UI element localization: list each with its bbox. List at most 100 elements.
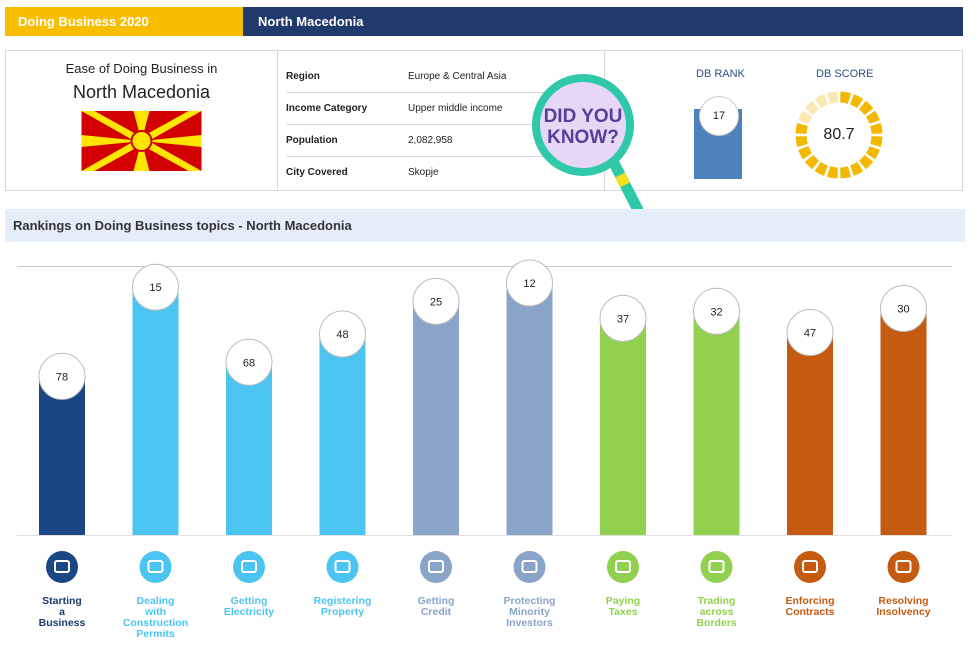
fact-value: Europe & Central Asia: [408, 71, 507, 82]
gauge-segment: [795, 135, 808, 147]
gauge-segment: [798, 145, 813, 160]
category-label: with: [144, 606, 166, 618]
bar-value-label: 32: [710, 306, 722, 318]
bar: [787, 332, 833, 535]
bar: [39, 376, 85, 535]
fact-row: Population 2,082,958: [286, 125, 591, 157]
bar-value-label: 78: [56, 371, 68, 383]
gauge-segment: [804, 154, 820, 170]
db-score-label: DB SCORE: [816, 68, 874, 80]
ease-title: Ease of Doing Business in: [65, 61, 218, 76]
gauge-segment: [858, 154, 874, 170]
bar: [600, 318, 646, 535]
category-label: Enforcing: [786, 595, 835, 607]
category-label: Property: [321, 606, 364, 618]
category-label: Trading: [698, 595, 736, 607]
icon-glyph: [54, 560, 70, 573]
gauge-segment: [865, 145, 880, 160]
category-label: Insolvency: [876, 606, 930, 618]
icon-glyph: [615, 560, 631, 573]
gauge-segment: [849, 94, 864, 109]
gauge-segment: [849, 161, 864, 176]
fact-label: Income Category: [286, 103, 368, 114]
top-bar: Doing Business 2020 North Macedonia: [5, 7, 963, 36]
category-label: Starting: [42, 595, 82, 607]
chart-baseline: [17, 535, 952, 536]
fact-label: City Covered: [286, 167, 348, 178]
category-label: Borders: [696, 617, 736, 629]
bar: [506, 282, 553, 535]
flag-icon: [81, 111, 202, 171]
gauge-segment: [795, 123, 808, 135]
money-icon: [607, 551, 639, 583]
gauge-segment: [798, 110, 813, 125]
did-you-label: DID YOU: [544, 106, 623, 127]
country-header: North Macedonia: [243, 7, 963, 36]
db-score-value: 80.7: [823, 126, 855, 143]
fact-label: Population: [286, 135, 338, 146]
category-label: Credit: [421, 606, 452, 618]
did-you-know-badge[interactable]: DID YOU KNOW?: [528, 70, 653, 220]
db-rank-label: DB RANK: [696, 68, 745, 80]
fact-value: 2,082,958: [408, 135, 453, 146]
category-label: a: [59, 606, 65, 618]
icon-glyph: [428, 560, 444, 573]
category-label: Business: [39, 617, 86, 629]
fact-value: Upper middle income: [408, 103, 503, 114]
bar-value-bubble: [225, 338, 273, 386]
bar-value-bubble: [319, 310, 366, 358]
fact-row: Income Category Upper middle income: [286, 93, 591, 125]
fact-row: Region Europe & Central Asia: [286, 61, 591, 93]
bar-value-label: 30: [897, 303, 909, 315]
doing-business-label: Doing Business 2020: [5, 7, 243, 36]
bar: [693, 311, 740, 535]
credit-card-icon: [420, 551, 452, 583]
ease-country: North Macedonia: [72, 82, 211, 102]
category-label: Paying: [606, 595, 640, 607]
gauge-segment: [804, 100, 820, 116]
chart-top-rule: [17, 266, 952, 267]
gauge-segment: [814, 94, 829, 109]
fact-value: Skopje: [408, 167, 439, 178]
category-label: Getting: [231, 595, 268, 607]
bar-value-label: 37: [617, 313, 629, 325]
fact-row: City Covered Skopje: [286, 157, 591, 188]
truck-icon: [700, 551, 733, 583]
bar-value-bubble: [506, 259, 553, 307]
tools-icon: [139, 551, 172, 583]
bar-value-label: 68: [243, 357, 255, 369]
icon-glyph: [147, 560, 164, 573]
gauge-segment: [827, 91, 839, 104]
bar-value-label: 25: [430, 296, 442, 308]
lightning-icon: [233, 551, 265, 583]
category-label: Contracts: [785, 606, 834, 618]
category-label: across: [700, 606, 734, 618]
gauge-segment: [870, 123, 883, 135]
trend-line-icon: [513, 551, 546, 583]
profile-box: Ease of Doing Business in North Macedoni…: [5, 50, 963, 191]
category-label: Taxes: [609, 606, 638, 618]
bar-value-label: 47: [804, 328, 816, 340]
gauge-segment: [839, 166, 851, 179]
bar: [880, 308, 927, 535]
bar-value-bubble: [693, 287, 740, 335]
category-label: Getting: [418, 595, 455, 607]
bar: [319, 333, 366, 535]
gauge-segment: [865, 110, 880, 125]
category-label: Dealing: [137, 595, 175, 607]
category-label: Registering: [314, 595, 372, 607]
section-title: Rankings on Doing Business topics - Nort…: [5, 209, 965, 242]
icon-glyph: [241, 560, 257, 573]
bar-value-label: 15: [149, 282, 161, 294]
ease-panel: Ease of Doing Business in North Macedoni…: [6, 51, 278, 190]
bar-value-bubble: [412, 277, 460, 325]
gauge-segment: [827, 166, 839, 179]
bar-value-bubble: [880, 284, 927, 332]
bar-value-label: 12: [523, 278, 535, 290]
know-label: KNOW?: [547, 127, 619, 148]
bar: [226, 362, 272, 535]
bar-value-label: 48: [336, 329, 348, 341]
gauge-segment: [870, 135, 883, 147]
bar-value-bubble: [786, 309, 834, 357]
